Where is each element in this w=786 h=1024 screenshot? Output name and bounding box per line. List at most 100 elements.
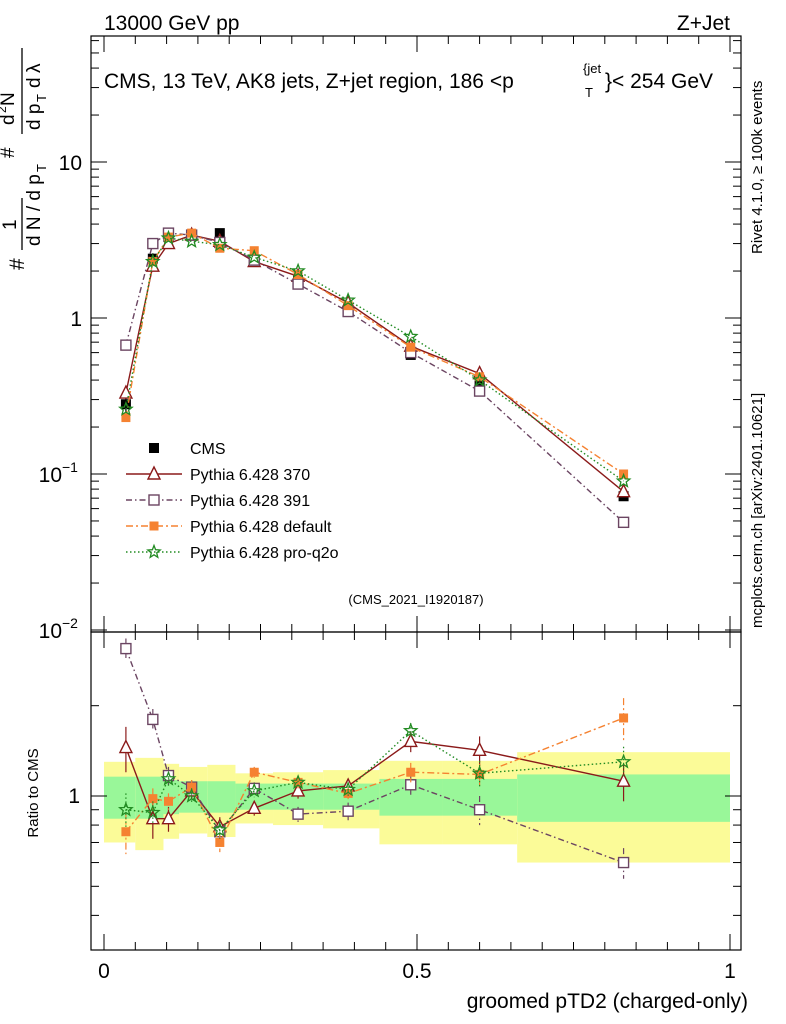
svg-text:#: # — [6, 258, 29, 270]
svg-text:d N / d p: d N / d p — [24, 174, 45, 246]
pdef-ratio-point — [406, 767, 416, 777]
title-main: CMS, 13 TeV, AK8 jets, Z+jet region, 186… — [104, 70, 514, 93]
pdef-point — [406, 342, 416, 352]
pq2o-point — [211, 236, 228, 252]
pq2o-point — [615, 472, 632, 488]
title-sup: {jet — [583, 61, 601, 76]
pq2o-point — [290, 262, 306, 278]
pq2o-ratio-point — [246, 782, 263, 798]
x-axis-label: groomed pTD2 (charged-only) — [467, 990, 748, 1013]
svg-text:d: d — [0, 114, 19, 125]
band-inner — [104, 776, 136, 819]
pq2o-ratio-point — [471, 764, 488, 781]
lower-frame — [90, 631, 742, 951]
y-tick-exponent: −2 — [62, 615, 78, 631]
pq2o-ratio-point — [290, 774, 306, 790]
ratio-ylabel: Ratio to CMS — [25, 748, 42, 837]
pdef-point — [121, 413, 131, 423]
legend-cms-label: CMS — [190, 441, 226, 458]
p370-ratio-point — [403, 732, 418, 748]
x-axis: 0 0.5 1 — [98, 36, 736, 983]
p391-ratio-point — [342, 805, 354, 817]
analysis-watermark: (CMS_2021_I1920187) — [348, 592, 483, 607]
pq2o-ratio-point — [117, 801, 134, 817]
pdef-point — [187, 228, 197, 238]
svg-text:T: T — [34, 94, 49, 102]
pq2o-ratio-point — [183, 787, 200, 803]
pq2o-ratio-line — [125, 729, 624, 832]
svg-text:1: 1 — [0, 219, 21, 230]
rivet-label: Rivet 4.1.0, ≥ 100k events — [749, 81, 766, 254]
pq2o-point — [144, 253, 161, 269]
ratio-tick-label: 1 — [68, 785, 80, 808]
p370-ratio-point — [472, 741, 487, 757]
legend: CMS Pythia 6.428 370 Pythia 6.428 391 Pythi… — [126, 441, 339, 562]
pq2o-ratio-point — [160, 770, 177, 786]
y-tick-label: 1 — [70, 308, 82, 331]
p370-ratio-point — [290, 782, 306, 797]
pq2o-point — [183, 232, 200, 249]
pdef-ratio-point — [619, 713, 629, 723]
legend-p370-label: Pythia 6.428 370 — [190, 467, 310, 484]
svg-text:λ: λ — [24, 63, 45, 73]
pdef-ratio-point — [215, 837, 225, 847]
pq2o-point — [117, 401, 134, 416]
legend-pdef-label: Pythia 6.428 default — [190, 519, 332, 536]
lower-y-axis: 1 — [68, 705, 741, 916]
svg-text:N: N — [0, 92, 19, 106]
pdef-ratio-point — [163, 796, 173, 806]
p370-ratio-point — [247, 799, 262, 814]
svg-text:d: d — [24, 77, 45, 88]
pq2o-point — [246, 249, 263, 264]
pq2o-ratio-point — [211, 821, 228, 837]
y-tick-label: 10 — [39, 464, 62, 487]
legend-cms-marker — [149, 443, 159, 453]
y-tick-label: 10 — [59, 152, 82, 175]
p370-ratio-point — [616, 772, 631, 787]
legend-p370-marker — [146, 465, 162, 480]
p391-ratio-point — [617, 856, 630, 869]
svg-text:2: 2 — [0, 106, 9, 113]
legend-p391-label: Pythia 6.428 391 — [190, 493, 310, 510]
svg-text:d p: d p — [24, 104, 45, 130]
p391-ratio-point — [147, 713, 159, 726]
p391-point — [617, 516, 630, 529]
p370-ratio-point — [161, 810, 176, 825]
p391-point — [120, 339, 132, 351]
header-left: 13000 GeV pp — [104, 12, 239, 35]
x-tick-label: 1 — [724, 960, 736, 983]
cms-point — [474, 380, 485, 391]
svg-text:T: T — [34, 164, 49, 172]
pq2o-point — [160, 229, 177, 245]
legend-pq2o-marker — [146, 543, 162, 559]
mcplots-label: mcplots.cern.ch [arXiv:2401.10621] — [749, 393, 766, 628]
title-sub: T — [585, 85, 593, 100]
plot-title: CMS, 13 TeV, AK8 jets, Z+jet region, 186… — [104, 61, 713, 100]
pdef-line — [125, 232, 624, 475]
pq2o-ratio-point — [615, 753, 632, 769]
p391-ratio-point — [120, 642, 132, 655]
pq2o-line — [125, 237, 625, 482]
legend-pdef-marker — [149, 521, 159, 531]
ratio-series — [117, 638, 632, 879]
p370-point — [616, 483, 631, 498]
upper-ylabel: # 1 d N / d p T # d 2 N d p T d λ — [0, 48, 49, 270]
pq2o-ratio-point — [402, 722, 419, 738]
header-right: Z+Jet — [677, 12, 730, 35]
pdef-ratio-point — [121, 827, 131, 837]
svg-text:#: # — [0, 147, 19, 158]
pq2o-point — [402, 328, 419, 344]
p370-ratio-point — [118, 739, 134, 754]
legend-p391-marker — [148, 494, 160, 506]
pdef-ratio-point — [475, 769, 485, 779]
uncertainty-bands — [104, 752, 730, 863]
legend-pq2o-label: Pythia 6.428 pro-q2o — [190, 545, 339, 562]
p391-ratio-point — [473, 804, 486, 816]
band-inner — [207, 781, 236, 813]
pq2o-point — [340, 291, 357, 307]
title-end: }< 254 GeV — [605, 70, 713, 93]
pdef-ratio-point — [249, 767, 259, 777]
p391-point — [473, 385, 486, 397]
